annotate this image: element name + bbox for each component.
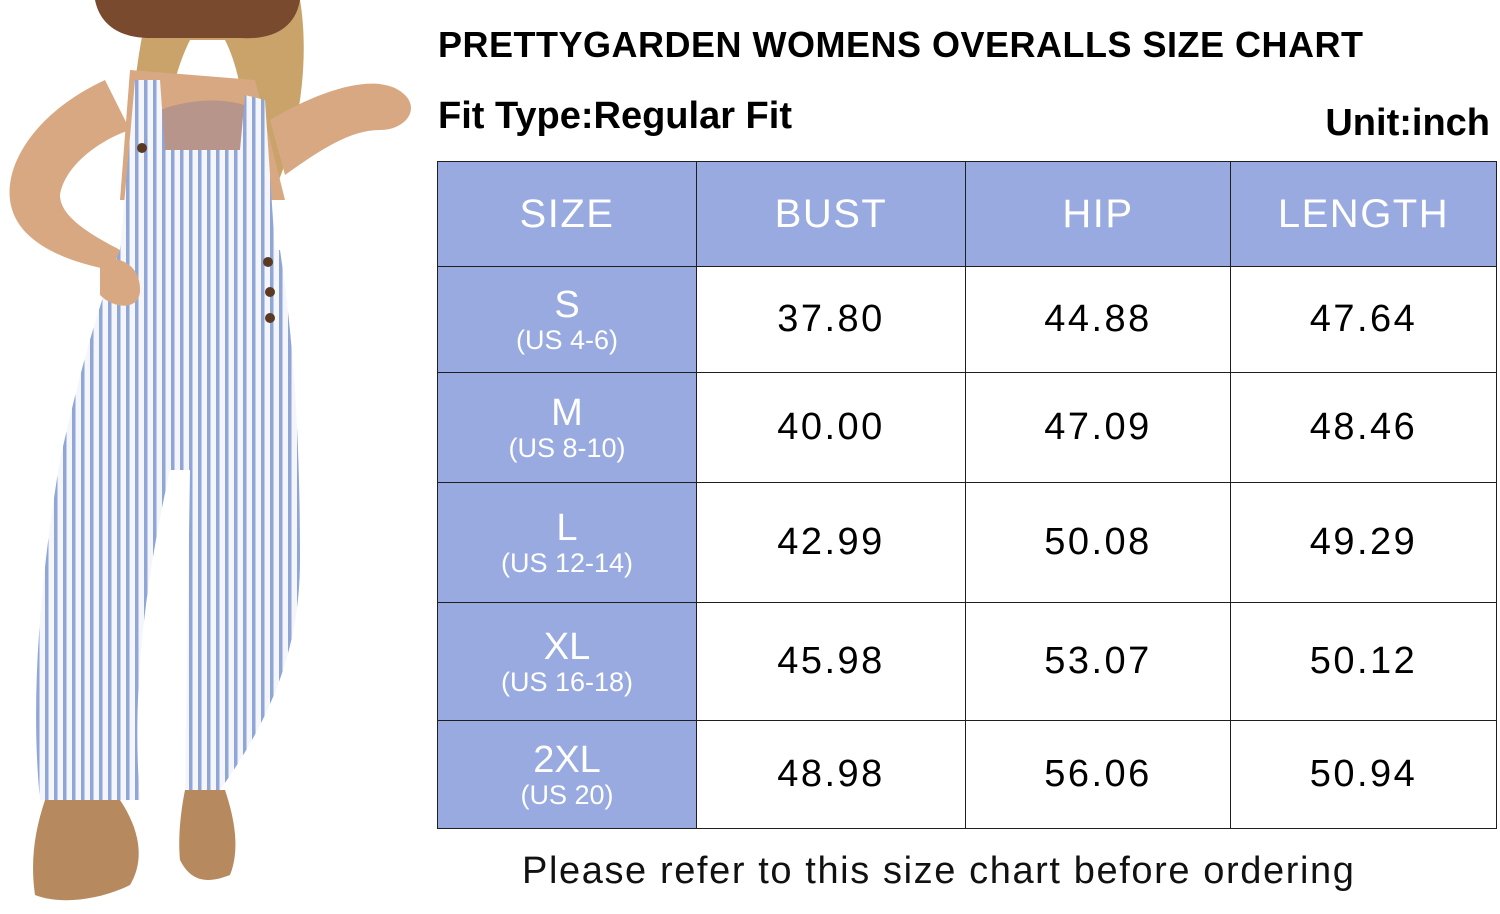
hat: [95, 0, 300, 39]
header-length: LENGTH: [1230, 161, 1497, 267]
header-row: SIZE BUST HIP LENGTH: [437, 161, 1497, 267]
bust-value: 37.80: [696, 266, 966, 373]
us-size-label: (US 20): [520, 779, 614, 810]
size-cell: XL (US 16-18): [437, 602, 697, 721]
hip-value: 50.08: [965, 482, 1231, 603]
us-size-label: (US 16-18): [500, 666, 634, 697]
length-value: 48.46: [1230, 372, 1497, 483]
fit-type-label: Fit Type:Regular Fit: [438, 95, 792, 137]
bust-value: 48.98: [696, 720, 966, 829]
size-cell: 2XL (US 20): [437, 720, 697, 829]
header-bust: BUST: [696, 161, 966, 267]
size-cell: S (US 4-6): [437, 266, 697, 373]
header-hip: HIP: [965, 161, 1231, 267]
hip-value: 47.09: [965, 372, 1231, 483]
size-cell: M (US 8-10): [437, 372, 697, 483]
left-sandal: [33, 800, 139, 901]
raised-arm: [270, 83, 411, 175]
table-row: S (US 4-6) 37.80 44.88 47.64: [437, 266, 1497, 373]
bust-value: 40.00: [696, 372, 966, 483]
us-size-label: (US 4-6): [515, 324, 618, 355]
table-row: L (US 12-14) 42.99 50.08 49.29: [437, 482, 1497, 603]
left-arm: [9, 80, 140, 290]
bust-value: 42.99: [696, 482, 966, 603]
overalls-bib: [120, 80, 275, 250]
table-row: 2XL (US 20) 48.98 56.06 50.94: [437, 720, 1497, 829]
length-value: 50.12: [1230, 602, 1497, 721]
length-value: 49.29: [1230, 482, 1497, 603]
size-label: M: [551, 391, 583, 434]
chart-title: PRETTYGARDEN WOMENS OVERALLS SIZE CHART: [438, 24, 1364, 65]
size-chart-table: SIZE BUST HIP LENGTH S (US 4-6) 37.80 44…: [437, 161, 1497, 829]
size-label: S: [554, 283, 580, 326]
right-sandal: [179, 790, 236, 880]
hip-value: 56.06: [965, 720, 1231, 829]
hand: [100, 258, 140, 306]
header-size: SIZE: [437, 161, 697, 267]
hip-value: 44.88: [965, 266, 1231, 373]
overalls-legs: [36, 250, 300, 800]
bust-value: 45.98: [696, 602, 966, 721]
length-value: 50.94: [1230, 720, 1497, 829]
size-label: 2XL: [533, 738, 601, 781]
us-size-label: (US 12-14): [500, 547, 634, 578]
size-label: L: [556, 506, 578, 549]
unit-label: Unit:inch: [1325, 102, 1490, 144]
model-photo: [0, 0, 430, 914]
length-value: 47.64: [1230, 266, 1497, 373]
table-row: XL (US 16-18) 45.98 53.07 50.12: [437, 602, 1497, 721]
footer-note: Please refer to this size chart before o…: [522, 850, 1356, 892]
table-row: M (US 8-10) 40.00 47.09 48.46: [437, 372, 1497, 483]
size-cell: L (US 12-14): [437, 482, 697, 603]
size-label: XL: [543, 625, 591, 668]
hip-value: 53.07: [965, 602, 1231, 721]
us-size-label: (US 8-10): [508, 432, 626, 463]
